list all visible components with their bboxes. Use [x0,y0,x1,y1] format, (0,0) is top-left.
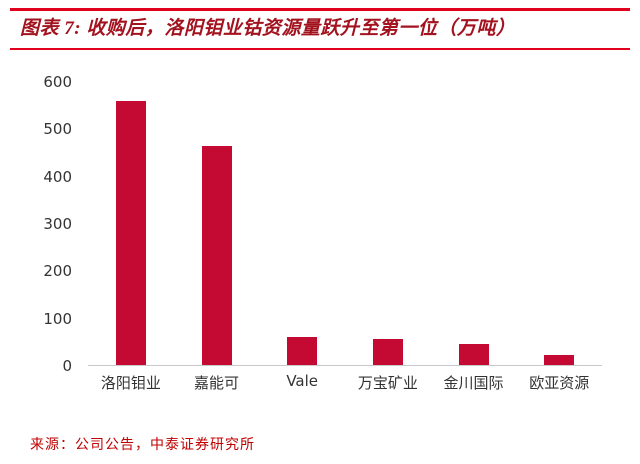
bar-3 [372,339,403,365]
source-note: 来源：公司公告，中泰证券研究所 [30,438,255,453]
y-tick-label: 300 [43,215,72,233]
y-tick-label: 600 [43,73,72,91]
figure-title: 图表 7: 收购后，洛阳钼业钴资源量跃升至第一位（万吨） [20,18,516,39]
y-tick-label: 500 [43,120,72,139]
header-top-rule [10,8,630,11]
y-axis: 0 100 200 300 400 500 600 [26,73,80,375]
x-axis-labels: 洛阳钼业 嘉能可 Vale 万宝矿业 金川国际 欧亚资源 [88,372,602,393]
x-tick-label: 嘉能可 [194,374,240,392]
y-tick-label: 200 [43,262,72,281]
bar-column [345,82,431,365]
bar-column [88,82,174,365]
bar-column [259,82,345,365]
x-tick-label: 万宝矿业 [357,374,418,392]
bar-column [516,82,602,365]
bar-5 [544,354,575,365]
x-tick-label: 洛阳钼业 [100,374,161,392]
bar-1 [201,145,232,365]
bar-2 [287,336,318,365]
bar-column [174,82,260,365]
x-tick-label: 金川国际 [443,374,504,392]
bar-column [431,82,517,365]
y-tick-label: 0 [62,357,72,375]
y-tick-label: 400 [43,167,72,186]
header-bottom-rule [10,48,630,50]
x-tick-label: 欧亚资源 [529,374,590,392]
figure-header: 图表 7: 收购后，洛阳钼业钴资源量跃升至第一位（万吨） [10,8,630,50]
plot-area [88,82,602,366]
y-tick-label: 100 [43,309,72,328]
bar-0 [115,100,146,365]
x-tick-label: Vale [286,372,319,390]
bar-chart: 0 100 200 300 400 500 600 洛阳钼业 嘉能可 Vale 万宝矿业 金川国际 欧… [26,68,606,408]
bar-4 [458,343,489,365]
